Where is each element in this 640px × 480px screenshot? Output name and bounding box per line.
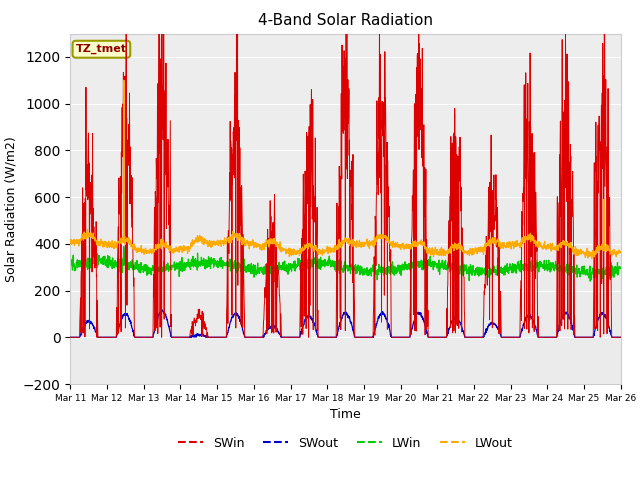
LWin [617,265,625,271]
SWout [584,335,591,340]
LWout [220,240,228,246]
SWout [374,318,381,324]
SWin [67,335,74,340]
LWout [617,250,625,255]
SWout [67,335,74,340]
SWin [374,182,381,188]
Text: TZ_tmet: TZ_tmet [76,44,127,54]
LWout [120,77,128,83]
Line: SWin: SWin [70,0,621,337]
LWin [584,272,591,278]
LWout [67,239,74,244]
LWout [588,256,596,262]
SWout [617,335,625,340]
SWin [617,335,625,340]
LWin [568,266,576,272]
LWin [362,270,369,276]
SWin [506,335,513,340]
SWout [568,323,576,328]
SWin [362,335,369,340]
LWin [67,263,74,268]
LWin [506,265,513,271]
SWout [506,335,513,340]
Legend: SWin, SWout, LWin, LWout: SWin, SWout, LWin, LWout [173,432,518,455]
LWin [586,278,594,284]
LWout [374,234,381,240]
Y-axis label: Solar Radiation (W/m2): Solar Radiation (W/m2) [4,136,17,282]
Bar [70,34,621,197]
Line: LWin: LWin [70,246,621,281]
X-axis label: Time: Time [330,408,361,421]
LWout [506,242,513,248]
SWin [584,335,591,340]
Title: 4-Band Solar Radiation: 4-Band Solar Radiation [258,13,433,28]
LWout [362,240,369,246]
LWin [374,273,381,278]
LWout [584,251,591,256]
SWout [220,335,228,340]
SWin [568,214,576,219]
Line: SWout: SWout [70,310,621,337]
LWin [120,243,127,249]
LWin [220,260,228,265]
SWin [220,335,228,340]
SWout [158,307,166,312]
LWout [568,244,576,250]
SWout [362,335,369,340]
Line: LWout: LWout [70,80,621,259]
